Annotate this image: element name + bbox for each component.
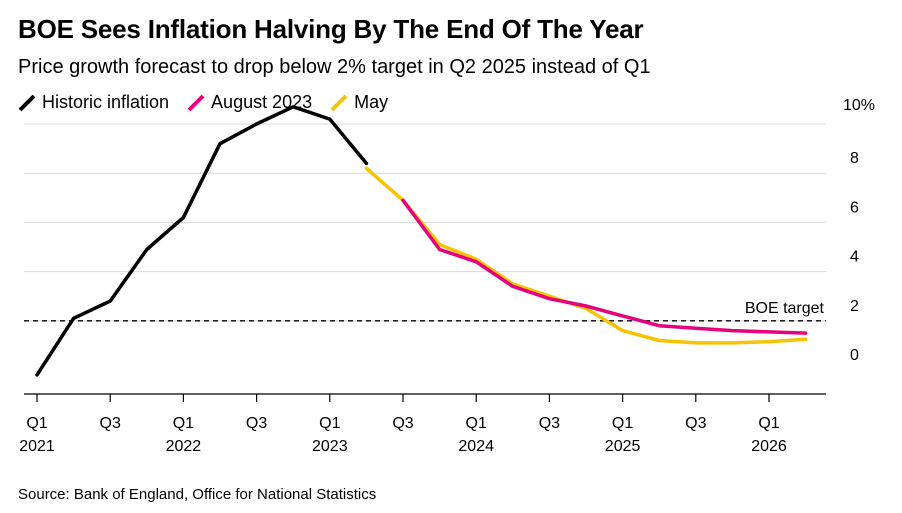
x-tick-label: Q3 xyxy=(100,415,121,432)
x-tick-label: Q1 xyxy=(26,415,47,432)
legend-item-august: August 2023 xyxy=(187,92,312,113)
chart-legend: Historic inflation August 2023 May xyxy=(18,92,406,113)
legend-item-historic: Historic inflation xyxy=(18,92,169,113)
y-tick-label: 2 xyxy=(850,298,859,315)
x-tick-label: Q1 xyxy=(173,415,194,432)
legend-label-may: May xyxy=(354,92,389,112)
x-tick-label: Q3 xyxy=(539,415,560,432)
x-tick-year-label: 2026 xyxy=(751,438,787,455)
x-tick-label: Q1 xyxy=(758,415,779,432)
x-tick-label: Q1 xyxy=(612,415,633,432)
legend-label-august: August 2023 xyxy=(211,92,313,112)
legend-swatch-may xyxy=(330,94,348,111)
legend-swatch-august xyxy=(187,94,205,111)
legend-swatch-historic xyxy=(18,94,36,111)
x-tick-label: Q1 xyxy=(319,415,340,432)
x-tick-year-label: 2022 xyxy=(166,438,202,455)
series-line-historic-inflation xyxy=(35,105,369,377)
x-tick-year-label: 2021 xyxy=(19,438,55,455)
y-tick-label: 4 xyxy=(850,249,859,266)
x-tick-year-label: 2024 xyxy=(458,438,494,455)
x-tick-label: Q3 xyxy=(685,415,706,432)
chart-title: BOE Sees Inflation Halving By The End Of… xyxy=(18,14,644,44)
x-tick-label: Q1 xyxy=(466,415,487,432)
x-tick-year-label: 2025 xyxy=(605,438,641,455)
series-line-may xyxy=(364,166,808,345)
chart-subtitle: Price growth forecast to drop below 2% t… xyxy=(18,56,651,78)
y-tick-label: 6 xyxy=(850,199,859,216)
y-tick-label: 10% xyxy=(843,97,875,114)
x-tick-label: Q3 xyxy=(246,415,267,432)
source-note: Source: Bank of England, Office for Nati… xyxy=(18,486,377,503)
x-tick-year-label: 2023 xyxy=(312,438,348,455)
x-tick-label: Q3 xyxy=(392,415,413,432)
series-line-august-2023 xyxy=(401,198,808,335)
legend-item-may: May xyxy=(330,92,388,113)
y-tick-label: 0 xyxy=(850,347,859,364)
legend-label-historic: Historic inflation xyxy=(42,92,170,112)
boe-target-label: BOE target xyxy=(745,300,825,317)
y-tick-label: 8 xyxy=(850,150,859,167)
